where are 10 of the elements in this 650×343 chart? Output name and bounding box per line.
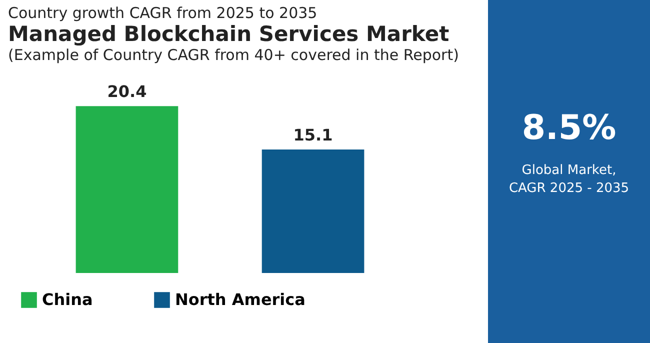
data-label: 15.1 bbox=[293, 125, 333, 144]
text: Country growth CAGR from 2025 to 2035 bbox=[8, 4, 318, 22]
text: Global Market, bbox=[520, 162, 618, 180]
text: 8.5% bbox=[520, 108, 618, 148]
legend-label: North America bbox=[175, 290, 306, 309]
data-label: 20.4 bbox=[107, 82, 147, 102]
chart-subtitle: (Example of Country CAGR from 40+ covered in the Report) bbox=[8, 46, 460, 64]
text: CAGR 2025 - 2035 bbox=[508, 180, 630, 198]
legend-label: China bbox=[42, 290, 93, 309]
chart-title: Managed Blockchain Services Market bbox=[8, 22, 450, 46]
